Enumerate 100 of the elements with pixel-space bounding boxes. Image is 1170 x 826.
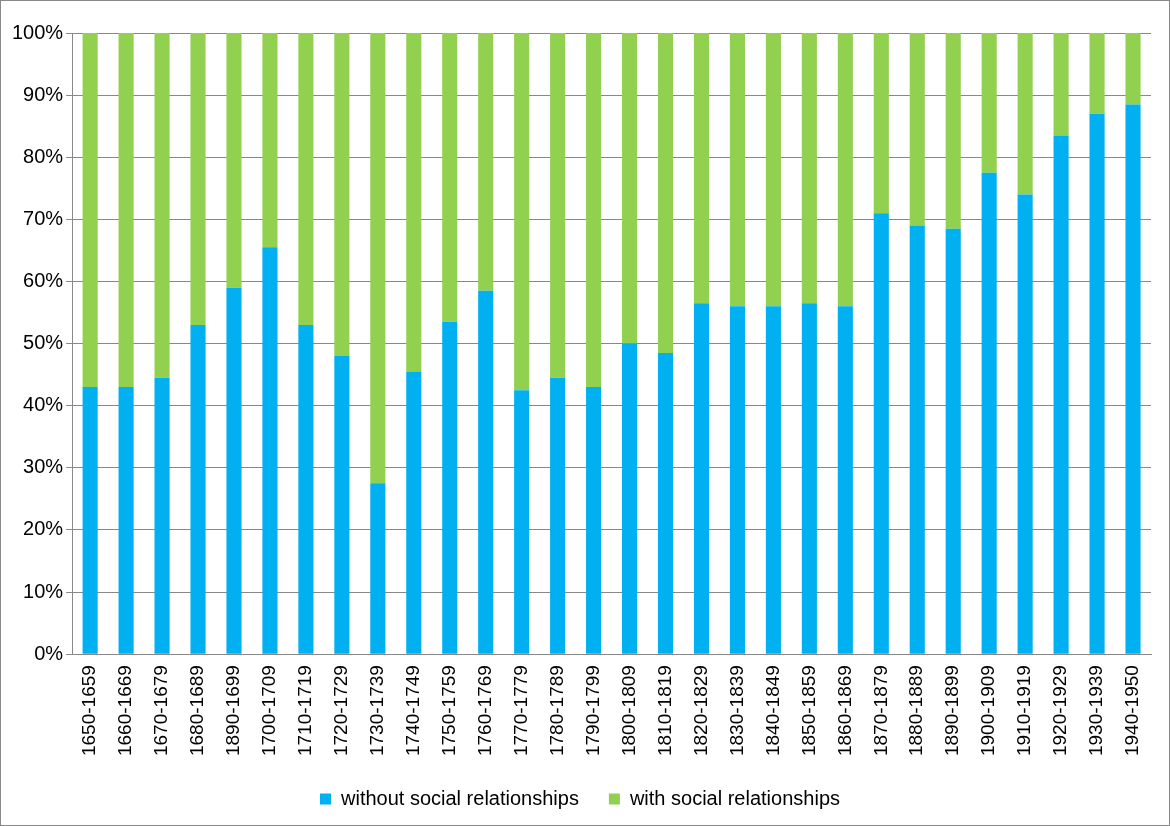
bar [298,324,314,654]
x-tick-label: 1870-1879 [869,665,891,757]
x-tick-label: 1720-1729 [330,665,352,757]
x-tick-label: 1660-1669 [114,665,136,757]
x-tick-label: 1860-1869 [833,665,855,757]
bar [1053,33,1069,136]
bar [514,390,530,654]
bar [82,387,98,654]
bar [1017,194,1033,654]
bar [370,483,386,654]
bar [226,287,242,654]
x-tick-label: 1810-1819 [653,665,675,757]
x-tick-label: 1670-1679 [150,665,172,757]
x-tick-label: 1790-1799 [581,665,603,757]
x-tick-label: 1740-1749 [402,665,424,757]
legend-label: without social relationships [340,786,579,809]
y-tick-label: 30% [23,455,64,478]
bar [190,324,206,654]
x-tick-label: 1880-1889 [905,665,927,757]
bar [586,33,602,388]
bar [406,33,422,372]
bar [837,306,853,654]
bar [909,225,925,654]
x-tick-label: 1910-1919 [1013,665,1035,757]
x-tick-label: 1680-1689 [186,665,208,757]
bar [154,33,170,378]
y-tick-label: 50% [23,331,64,354]
bar [873,213,889,654]
bar [190,33,206,325]
bar [478,290,494,654]
bar [1125,33,1141,105]
x-tick-label: 1730-1739 [366,665,388,757]
bar [82,33,98,388]
bar [909,33,925,226]
bar [981,172,997,654]
bar [334,33,350,356]
y-tick-label: 20% [23,517,64,540]
bar [837,33,853,307]
y-tick-label: 90% [23,82,64,105]
bar [801,33,817,304]
y-tick-label: 0% [34,641,64,664]
x-tick-label: 1770-1779 [509,665,531,757]
x-tick-label: 1800-1809 [617,665,639,757]
y-tick-label: 40% [23,393,64,416]
bar [729,306,745,654]
legend-label: with social relationships [628,786,841,809]
y-tick-label: 60% [23,268,64,291]
bar [334,355,350,654]
bar [765,33,781,307]
x-tick-label: 1930-1939 [1085,665,1107,757]
bar [1125,104,1141,654]
bar [945,228,961,654]
bar [442,321,458,654]
bar [118,387,134,654]
bar [262,247,278,654]
bar [1017,33,1033,195]
bar [298,33,314,325]
x-tick-label: 1900-1909 [977,665,999,757]
bar [478,33,494,291]
x-tick-label: 1650-1659 [78,665,100,757]
bar [1089,113,1105,654]
x-tick-label: 1840-1849 [761,665,783,757]
x-tick-label: 1710-1719 [294,665,316,757]
bar [154,377,170,654]
bar [873,33,889,214]
bar [657,33,674,353]
bar [622,33,638,344]
bar [406,371,422,654]
bar [550,377,566,654]
x-tick-label: 1940-1950 [1121,665,1143,757]
x-tick-label: 1820-1829 [689,665,711,757]
y-tick-label: 70% [23,206,64,229]
bar [945,33,961,229]
x-tick-label: 1850-1859 [797,665,819,757]
bar [1053,135,1069,654]
bar [981,33,997,173]
x-tick-label: 1700-1709 [258,665,280,757]
bar [729,33,745,307]
bar [801,303,817,654]
bar [693,33,710,304]
bar [765,306,781,654]
bar [550,33,566,378]
y-tick-label: 10% [23,579,64,602]
x-tick-label: 1830-1839 [725,665,747,757]
x-tick-label: 1780-1789 [545,665,567,757]
bar [226,33,242,288]
x-tick-label: 1750-1759 [437,665,459,757]
bar [622,343,638,654]
bar [1089,33,1105,114]
y-tick-label: 100% [12,20,64,43]
x-tick-label: 1890-1899 [941,665,963,757]
x-tick-label: 1760-1769 [473,665,495,757]
bar [118,33,134,388]
bar [514,33,530,391]
bar [693,303,710,654]
bar [262,33,278,248]
x-tick-label: 1890-1699 [222,665,244,757]
bar [657,352,674,654]
bar [370,33,386,484]
bar [442,33,458,322]
